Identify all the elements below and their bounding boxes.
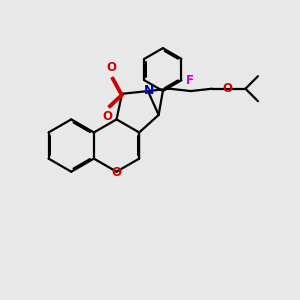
Text: N: N [143,84,154,97]
Text: F: F [186,74,194,87]
Text: O: O [223,82,232,95]
Text: O: O [102,110,112,123]
Text: O: O [106,61,117,74]
Text: O: O [112,167,122,179]
